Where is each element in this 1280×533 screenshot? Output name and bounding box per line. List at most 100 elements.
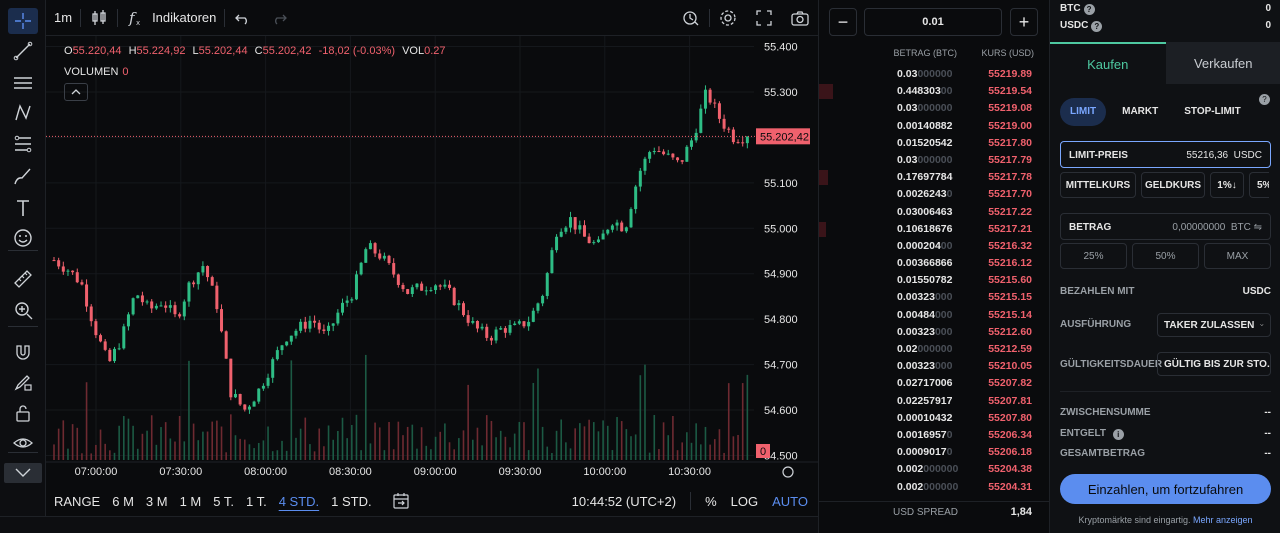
price-preset-chip[interactable]: 5%↓ bbox=[1249, 172, 1269, 198]
candle-body[interactable] bbox=[294, 330, 298, 336]
undo-icon[interactable] bbox=[225, 0, 261, 36]
candle-body[interactable] bbox=[71, 270, 75, 273]
limit-price-input[interactable]: LIMIT-PREIS 55216,36 USDC bbox=[1060, 141, 1271, 168]
candle-body[interactable] bbox=[494, 329, 498, 341]
candle-body[interactable] bbox=[522, 321, 526, 327]
ask-row[interactable]: 0.00323000 55215.15 bbox=[819, 289, 1050, 306]
candle-body[interactable] bbox=[145, 301, 149, 303]
candle-body[interactable] bbox=[341, 302, 345, 313]
candle-body[interactable] bbox=[336, 312, 340, 324]
candle-body[interactable] bbox=[178, 314, 182, 317]
ruler-icon[interactable] bbox=[8, 266, 38, 292]
range-option[interactable]: 6 M bbox=[112, 493, 134, 509]
range-option[interactable]: 5 T. bbox=[213, 493, 234, 509]
auto-scale-toggle[interactable]: AUTO bbox=[772, 493, 808, 509]
candle-body[interactable] bbox=[629, 209, 633, 228]
candle-body[interactable] bbox=[206, 266, 210, 278]
ask-row[interactable]: 0.00169570 55206.34 bbox=[819, 427, 1050, 444]
info-icon[interactable]: i bbox=[1112, 429, 1124, 440]
candle-body[interactable] bbox=[634, 186, 638, 210]
candle-body[interactable] bbox=[266, 377, 270, 386]
amount-percent-button[interactable]: MAX bbox=[1204, 243, 1271, 269]
candle-body[interactable] bbox=[527, 321, 531, 327]
candle-body[interactable] bbox=[224, 331, 228, 359]
candle-body[interactable] bbox=[429, 290, 433, 292]
candle-body[interactable] bbox=[620, 222, 624, 232]
order-type-limit[interactable]: LIMIT bbox=[1060, 98, 1107, 126]
order-type-stop-limit[interactable]: STOP-LIMIT bbox=[1174, 98, 1250, 126]
zoom-in-icon[interactable] bbox=[8, 297, 38, 323]
candle-body[interactable] bbox=[103, 341, 107, 350]
show-more-link[interactable]: Mehr anzeigen bbox=[1193, 515, 1253, 525]
candle-body[interactable] bbox=[699, 108, 703, 133]
candle-body[interactable] bbox=[289, 335, 293, 342]
ask-row[interactable]: 0.00010432 55207.80 bbox=[819, 410, 1050, 427]
tab-sell[interactable]: Verkaufen bbox=[1165, 42, 1280, 84]
candle-body[interactable] bbox=[610, 225, 614, 230]
price-preset-chip[interactable]: 1%↓ bbox=[1210, 172, 1244, 198]
ask-row[interactable]: 0.01520542 55217.80 bbox=[819, 135, 1050, 152]
candle-body[interactable] bbox=[345, 300, 349, 303]
brush-icon[interactable] bbox=[8, 163, 38, 189]
candle-body[interactable] bbox=[690, 140, 694, 147]
candle-body[interactable] bbox=[313, 320, 317, 323]
candle-body[interactable] bbox=[257, 388, 261, 402]
candle-body[interactable] bbox=[192, 282, 196, 285]
increase-increment-button[interactable]: + bbox=[1010, 8, 1038, 36]
candle-body[interactable] bbox=[261, 385, 265, 389]
candle-body[interactable] bbox=[61, 266, 65, 272]
candle-body[interactable] bbox=[545, 273, 549, 296]
candle-body[interactable] bbox=[503, 328, 507, 333]
candle-body[interactable] bbox=[271, 359, 275, 378]
settings-icon[interactable] bbox=[710, 0, 746, 36]
candle-body[interactable] bbox=[406, 289, 410, 294]
price-preset-chip[interactable]: GELDKURS bbox=[1141, 172, 1205, 198]
candle-body[interactable] bbox=[159, 305, 163, 307]
candle-body[interactable] bbox=[80, 282, 84, 285]
candle-body[interactable] bbox=[317, 322, 321, 330]
candle-body[interactable] bbox=[592, 242, 596, 244]
range-option[interactable]: RANGE bbox=[54, 493, 101, 509]
ask-row[interactable]: 0.17697784 55217.78 bbox=[819, 169, 1050, 186]
candle-body[interactable] bbox=[275, 350, 279, 360]
candle-body[interactable] bbox=[164, 305, 168, 308]
candle-body[interactable] bbox=[154, 305, 158, 309]
lock-icon[interactable] bbox=[8, 400, 38, 426]
candle-body[interactable] bbox=[587, 236, 591, 244]
candle-body[interactable] bbox=[238, 393, 242, 405]
fib-icon[interactable] bbox=[8, 131, 38, 157]
candle-body[interactable] bbox=[648, 152, 652, 159]
candle-body[interactable] bbox=[350, 299, 354, 301]
amount-input[interactable]: BETRAG 0,00000000 BTC ⇋ bbox=[1060, 213, 1271, 240]
candle-body[interactable] bbox=[741, 142, 745, 144]
candle-body[interactable] bbox=[713, 102, 717, 104]
candle-body[interactable] bbox=[657, 151, 661, 153]
ask-row[interactable]: 0.00090170 55206.18 bbox=[819, 444, 1050, 461]
decrease-increment-button[interactable]: − bbox=[829, 8, 857, 36]
ask-row[interactable]: 0.00262430 55217.70 bbox=[819, 186, 1050, 203]
candle-body[interactable] bbox=[717, 103, 721, 119]
candle-body[interactable] bbox=[229, 358, 233, 398]
price-preset-chip[interactable]: MITTELKURS bbox=[1060, 172, 1136, 198]
candle-body[interactable] bbox=[126, 314, 130, 327]
candle-body[interactable] bbox=[252, 401, 256, 407]
help-icon[interactable]: ? bbox=[1083, 4, 1095, 15]
horizontal-lines-icon[interactable] bbox=[8, 70, 38, 96]
candle-body[interactable] bbox=[559, 231, 563, 237]
candle-body[interactable] bbox=[508, 325, 512, 333]
candle-body[interactable] bbox=[471, 321, 475, 323]
amount-unit-toggle[interactable]: BTC ⇋ bbox=[1230, 222, 1262, 233]
candle-body[interactable] bbox=[573, 217, 577, 230]
axis-settings-icon[interactable] bbox=[782, 466, 794, 478]
candle-body[interactable] bbox=[676, 157, 680, 161]
candle-body[interactable] bbox=[99, 335, 103, 342]
candle-body[interactable] bbox=[327, 325, 331, 331]
candle-body[interactable] bbox=[550, 250, 554, 274]
candle-body[interactable] bbox=[652, 151, 656, 153]
alert-icon[interactable] bbox=[673, 0, 709, 36]
candle-body[interactable] bbox=[555, 236, 559, 251]
candle-body[interactable] bbox=[168, 305, 172, 308]
ask-row[interactable]: 0.00323000 55212.60 bbox=[819, 324, 1050, 341]
candle-body[interactable] bbox=[694, 132, 698, 141]
ask-row[interactable]: 0.44830300 55219.54 bbox=[819, 83, 1050, 100]
